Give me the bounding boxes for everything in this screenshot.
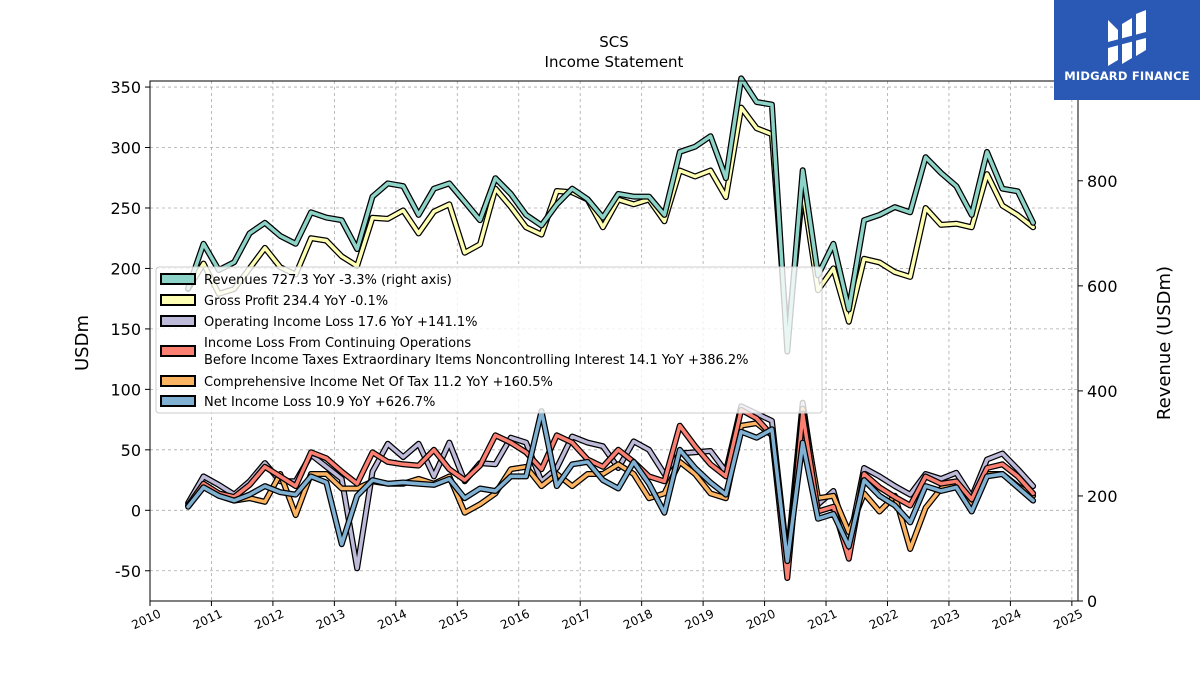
x-tick-label: 2011 — [191, 607, 225, 633]
series-income-loss-from-continuing-operations-before-income-taxes-extraordinary-items-noncontrolling-interest — [185, 406, 1037, 581]
series-gross-profit — [185, 104, 1037, 344]
legend-label: Before Income Taxes Extraordinary Items … — [204, 353, 749, 368]
midgard-finance-logo: MIDGARD FINANCE — [1054, 0, 1200, 100]
series-outline — [185, 405, 1037, 572]
x-tick-label: 2024 — [990, 607, 1024, 633]
y-tick-label: 300 — [110, 139, 141, 158]
series-revenues — [185, 75, 1037, 355]
legend: Revenues 727.3 YoY -3.3% (right axis) Gro… — [155, 266, 823, 414]
x-tick-label: 2021 — [806, 607, 840, 633]
x-tick-label: 2013 — [314, 607, 348, 633]
y-right-tick-label: 0 — [1087, 592, 1097, 611]
y-tick-label: 0 — [131, 501, 141, 520]
y-tick-label: 250 — [110, 199, 141, 218]
x-tick-label: 2020 — [744, 607, 778, 633]
x-tick-label: 2016 — [498, 607, 532, 633]
y-right-tick-label: 600 — [1087, 277, 1118, 296]
legend-label: Net Income Loss 10.9 YoY +626.7% — [204, 395, 435, 410]
y-right-tick-label: 800 — [1087, 172, 1118, 191]
x-tick-label: 2014 — [375, 607, 409, 633]
x-tick-label: 2015 — [437, 607, 471, 633]
y-axis-label-right: Revenue (USDm) — [1154, 266, 1175, 420]
x-tick-label: 2010 — [130, 607, 164, 633]
chart-title: SCS — [599, 33, 629, 51]
y-right-tick-label: 400 — [1087, 382, 1118, 401]
y-tick-label: 200 — [110, 259, 141, 278]
legend-label: Revenues 727.3 YoY -3.3% (right axis) — [204, 273, 452, 288]
x-tick-label: 2019 — [683, 607, 717, 633]
y-tick-label: 100 — [110, 380, 141, 399]
legend-box — [155, 266, 823, 414]
series-layer — [185, 75, 1037, 581]
legend-swatch — [160, 273, 196, 285]
series-line — [186, 76, 1035, 354]
x-tick-label: 2023 — [928, 607, 962, 633]
legend-label: Comprehensive Income Net Of Tax 11.2 YoY… — [204, 375, 553, 390]
legend-swatch — [160, 294, 196, 306]
x-tick-label: 2017 — [560, 607, 594, 633]
series-line — [186, 408, 1035, 580]
logo-text: MIDGARD FINANCE — [1064, 69, 1190, 83]
x-tick-label: 2025 — [1051, 607, 1085, 633]
x-tick-label: 2012 — [252, 607, 286, 633]
legend-swatch — [160, 345, 196, 357]
y-right-tick-label: 200 — [1087, 487, 1118, 506]
legend-swatch — [160, 395, 196, 407]
midgard-logo-icon — [1108, 10, 1146, 66]
y-tick-label: 50 — [121, 441, 141, 460]
legend-label: Gross Profit 234.4 YoY -0.1% — [204, 294, 388, 309]
y-axis-label: USDm — [72, 315, 93, 371]
y-tick-label: -50 — [115, 562, 141, 581]
plot-frame — [149, 80, 1079, 602]
y-tick-label: 350 — [110, 78, 141, 97]
y-tick-label: 150 — [110, 320, 141, 339]
series-net-income-loss — [185, 408, 1037, 565]
legend-swatch — [160, 315, 196, 327]
chart-subtitle: Income Statement — [545, 53, 684, 71]
series-comprehensive-income-net-of-tax — [185, 405, 1037, 572]
legend-label: Income Loss From Continuing Operations — [204, 336, 471, 351]
series-line — [186, 105, 1035, 343]
x-tick-label: 2022 — [867, 607, 901, 633]
legend-swatch — [160, 375, 196, 387]
x-tick-label: 2018 — [621, 607, 655, 633]
legend-label: Operating Income Loss 17.6 YoY +141.1% — [204, 315, 478, 330]
series-line — [186, 409, 1035, 563]
